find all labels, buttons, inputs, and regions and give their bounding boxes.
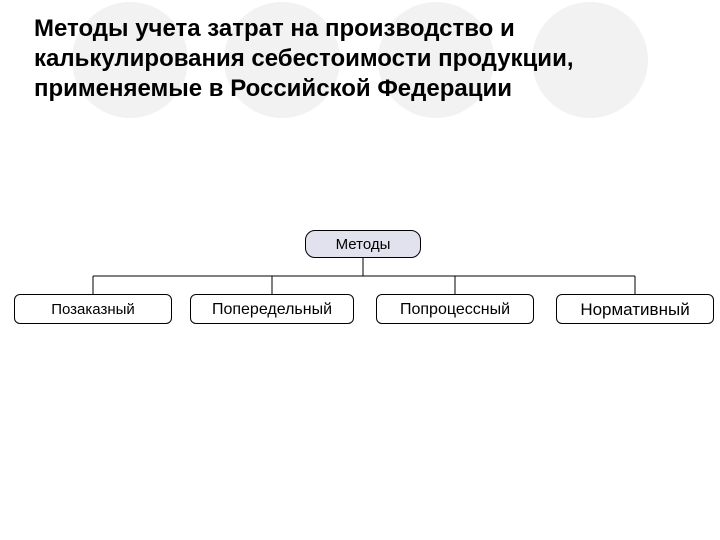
tree-child-label: Нормативный [580, 300, 689, 319]
tree-child-label: Попроцессный [400, 301, 510, 318]
tree-child-node: Попроцессный [376, 294, 534, 324]
tree-child-label: Попередельный [212, 301, 332, 318]
tree-root-node: Методы [305, 230, 421, 258]
tree-child-node: Позаказный [14, 294, 172, 324]
tree-root-label: Методы [336, 236, 391, 253]
tree-child-label: Позаказный [51, 301, 135, 318]
slide-title: Методы учета затрат на производство и ка… [34, 14, 684, 104]
tree-child-node: Попередельный [190, 294, 354, 324]
tree-child-node: Нормативный [556, 294, 714, 324]
